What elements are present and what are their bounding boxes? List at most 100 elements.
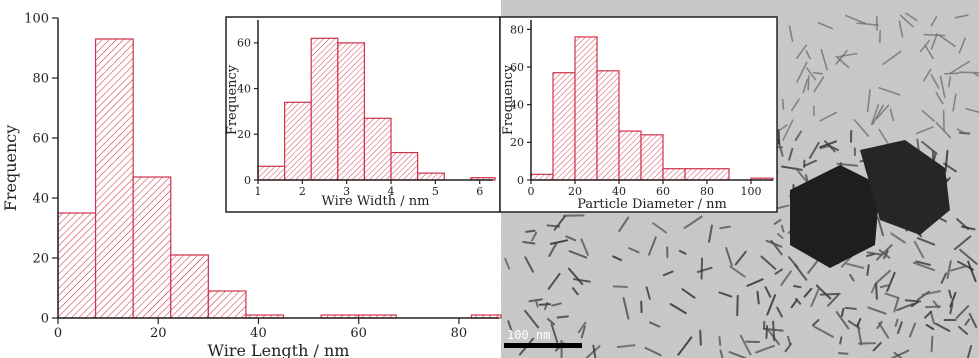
nanowire xyxy=(899,14,914,28)
nanowire xyxy=(535,299,539,308)
nanowire xyxy=(853,119,870,137)
nanowire xyxy=(893,297,900,313)
main-ytick-label: 60 xyxy=(32,132,49,147)
nanowire xyxy=(867,306,887,315)
nanowire xyxy=(616,344,636,348)
nanowire xyxy=(525,229,536,233)
nanowire xyxy=(782,119,794,141)
nanowire xyxy=(662,270,674,277)
nanowire xyxy=(793,284,802,289)
nanowire xyxy=(891,349,910,358)
nanowire xyxy=(548,242,558,257)
nanowire xyxy=(592,344,597,358)
nanowire xyxy=(849,273,855,282)
nanowire xyxy=(810,287,820,308)
nanowire xyxy=(780,165,803,171)
nanowire xyxy=(946,260,952,280)
nanowire xyxy=(820,48,828,71)
inset1-xtick-label: 1 xyxy=(255,185,262,198)
inset1-ytick-label: 20 xyxy=(237,128,251,141)
nanowire xyxy=(866,89,871,113)
nanowire xyxy=(796,44,807,59)
nanowire xyxy=(808,141,820,159)
nanowire xyxy=(952,93,957,112)
nanowire xyxy=(819,144,832,150)
nanowire xyxy=(776,306,783,318)
inset2-xlabel: Particle Diameter / nm xyxy=(577,197,727,212)
nanowire xyxy=(813,325,834,338)
nanowire xyxy=(875,104,890,120)
main-xtick-label: 20 xyxy=(150,326,167,341)
nanowire xyxy=(524,256,534,273)
nanowire xyxy=(678,249,687,255)
inset1-bar-5 xyxy=(390,151,419,181)
nanowire xyxy=(878,87,901,96)
nanowire xyxy=(571,287,579,296)
nanowire xyxy=(893,351,903,358)
nanowire xyxy=(530,231,538,242)
nanowire xyxy=(803,287,813,298)
nanowire xyxy=(580,325,586,339)
nanowire xyxy=(922,68,932,82)
nanowire xyxy=(882,50,902,65)
nanowire xyxy=(966,345,973,358)
nanowire xyxy=(916,126,934,135)
nanowire xyxy=(919,39,931,53)
nanowire xyxy=(784,342,792,353)
nanowire xyxy=(949,302,954,315)
nanowire xyxy=(719,349,724,358)
nanowire xyxy=(944,72,960,75)
nanowire xyxy=(645,286,651,300)
nanowire xyxy=(524,309,540,329)
nanowire xyxy=(618,216,630,233)
inset2-bar-0 xyxy=(530,173,554,181)
main-ytick-label: 0 xyxy=(41,312,49,327)
nanowire xyxy=(921,109,935,122)
nanowire xyxy=(875,282,878,300)
nanowire xyxy=(580,238,589,256)
nanowire xyxy=(878,249,891,259)
nanowire xyxy=(878,322,890,339)
main-ytick-label: 100 xyxy=(24,12,49,27)
nanowire xyxy=(921,290,941,296)
nanowire xyxy=(781,98,785,110)
nanowire xyxy=(870,104,880,126)
nanowire xyxy=(777,232,784,240)
inset2-frame xyxy=(499,16,778,213)
nanowire xyxy=(628,247,640,254)
nanowire xyxy=(829,145,840,151)
nanowire xyxy=(504,258,511,270)
nanowire xyxy=(807,75,810,91)
nanowire xyxy=(913,240,925,259)
nanowire xyxy=(772,320,776,342)
nanowire xyxy=(856,318,862,327)
nanowire xyxy=(889,108,895,122)
nanowire xyxy=(924,310,933,319)
nanowire xyxy=(718,336,722,347)
main-ytick-label: 80 xyxy=(32,72,49,87)
nanowire xyxy=(948,76,952,88)
nanowire xyxy=(765,239,783,248)
inset2-bar-3 xyxy=(596,70,620,181)
nanowire xyxy=(921,140,938,155)
nanowire xyxy=(553,215,566,231)
nanowire xyxy=(929,310,936,325)
nanowire xyxy=(811,319,820,327)
nanowire xyxy=(958,325,969,335)
nanowire xyxy=(565,235,577,242)
nanowire xyxy=(802,78,809,94)
nanowire xyxy=(567,267,584,286)
nanowire xyxy=(734,250,747,266)
nanowire xyxy=(935,122,952,139)
nanowire xyxy=(765,325,769,339)
nanowire xyxy=(522,240,536,245)
nanowire xyxy=(955,305,970,319)
main-xlabel: Wire Length / nm xyxy=(208,341,350,358)
nanowire xyxy=(788,147,794,161)
nanowire xyxy=(835,49,848,65)
inset2-bar-5 xyxy=(640,134,664,181)
nanowire xyxy=(787,256,799,269)
nanowire xyxy=(866,251,883,256)
main-xtick-label: 40 xyxy=(250,326,267,341)
